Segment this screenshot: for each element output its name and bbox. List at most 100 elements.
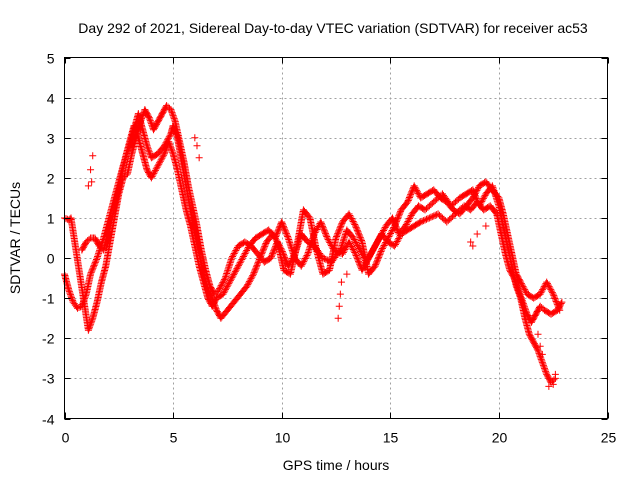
- data-point-plus: [167, 144, 175, 152]
- data-point-plus: [404, 198, 412, 206]
- data-point-plus: [347, 214, 355, 222]
- data-point-plus: [169, 112, 177, 120]
- data-point-plus: [479, 196, 487, 204]
- data-point-plus: [469, 194, 477, 202]
- data-point-plus: [355, 259, 363, 267]
- data-point-plus: [336, 224, 344, 232]
- data-point-plus: [248, 273, 256, 281]
- data-point-plus: [218, 280, 226, 288]
- data-point-plus: [471, 189, 479, 197]
- y-tick-label: -1: [42, 291, 55, 307]
- data-point-plus: [355, 229, 363, 237]
- data-point-plus: [146, 149, 154, 157]
- data-point-plus: [157, 156, 165, 164]
- data-point-plus: [345, 238, 353, 246]
- data-point-plus: [482, 222, 490, 230]
- data-point-plus: [540, 363, 548, 371]
- data-point-plus: [371, 262, 379, 270]
- data-point-plus: [374, 236, 382, 244]
- data-point-plus: [85, 323, 93, 331]
- data-point-plus: [352, 239, 360, 247]
- data-point-plus: [270, 247, 278, 255]
- data-point-plus: [319, 224, 327, 232]
- data-point-plus: [336, 290, 344, 298]
- data-point-plus: [216, 283, 224, 291]
- data-point-plus: [139, 112, 147, 120]
- data-point-plus: [244, 281, 252, 289]
- data-point-plus: [325, 237, 333, 245]
- data-point-plus: [357, 235, 365, 243]
- data-point-plus: [536, 290, 544, 298]
- data-point-plus: [539, 284, 547, 292]
- data-point-plus: [318, 221, 326, 229]
- data-point-plus: [348, 216, 356, 224]
- data-point-plus: [138, 113, 146, 121]
- data-point-plus: [304, 250, 312, 258]
- data-point-plus: [279, 222, 287, 230]
- data-point-plus: [558, 298, 566, 306]
- data-point-plus: [89, 152, 97, 160]
- data-point-plus: [518, 297, 526, 305]
- data-point-plus: [516, 291, 524, 299]
- data-point-plus: [404, 217, 412, 225]
- data-point-plus: [550, 376, 558, 384]
- data-point-plus: [245, 279, 253, 287]
- data-point-plus: [212, 305, 220, 313]
- data-point-plus: [373, 258, 381, 266]
- data-point-plus: [537, 289, 545, 297]
- data-point-plus: [492, 209, 500, 217]
- data-point-plus: [353, 253, 361, 261]
- data-point-plus: [467, 238, 475, 246]
- data-point-plus: [347, 243, 355, 251]
- data-point-plus: [552, 297, 560, 305]
- data-point-plus: [243, 282, 251, 290]
- data-point-plus: [357, 237, 365, 245]
- data-point-plus: [519, 300, 527, 308]
- data-point-plus: [69, 297, 77, 305]
- data-point-plus: [413, 188, 421, 196]
- data-point-plus: [249, 272, 257, 280]
- data-point-plus: [239, 253, 247, 261]
- data-point-plus: [538, 350, 546, 358]
- data-point-plus: [281, 227, 289, 235]
- data-point-plus: [352, 250, 360, 258]
- data-point-plus: [233, 265, 241, 273]
- data-point-plus: [231, 248, 239, 256]
- data-point-plus: [513, 283, 521, 291]
- data-point-plus: [378, 246, 386, 254]
- data-point-plus: [195, 154, 203, 162]
- data-point-plus: [88, 316, 96, 324]
- data-point-plus: [427, 213, 435, 221]
- data-point-plus: [335, 302, 343, 310]
- data-point-plus: [479, 194, 487, 202]
- data-point-plus: [138, 115, 146, 123]
- data-point-plus: [407, 189, 415, 197]
- data-point-plus: [333, 231, 341, 239]
- data-point-plus: [536, 342, 544, 350]
- data-point-plus: [270, 245, 278, 253]
- data-point-plus: [282, 230, 290, 238]
- data-point-plus: [169, 148, 177, 156]
- data-point-plus: [340, 234, 348, 242]
- data-point-plus: [424, 215, 432, 223]
- data-point-plus: [313, 225, 321, 233]
- x-tick-label: 10: [275, 430, 291, 446]
- data-point-plus: [517, 294, 525, 302]
- data-point-plus: [377, 247, 385, 255]
- data-point-plus: [394, 236, 402, 244]
- data-point-plus: [334, 230, 342, 238]
- data-point-plus: [373, 256, 381, 264]
- data-point-plus: [322, 231, 330, 239]
- data-point-plus: [301, 255, 309, 263]
- data-point-plus: [406, 213, 414, 221]
- data-point-plus: [354, 256, 362, 264]
- data-point-plus: [341, 232, 349, 240]
- data-point-plus: [317, 219, 325, 227]
- data-point-plus: [394, 213, 402, 221]
- data-point-plus: [350, 219, 358, 227]
- data-point-plus: [305, 213, 313, 221]
- data-point-plus: [144, 112, 152, 120]
- data-point-plus: [519, 298, 527, 306]
- data-point-plus: [281, 225, 289, 233]
- data-point-plus: [239, 254, 247, 262]
